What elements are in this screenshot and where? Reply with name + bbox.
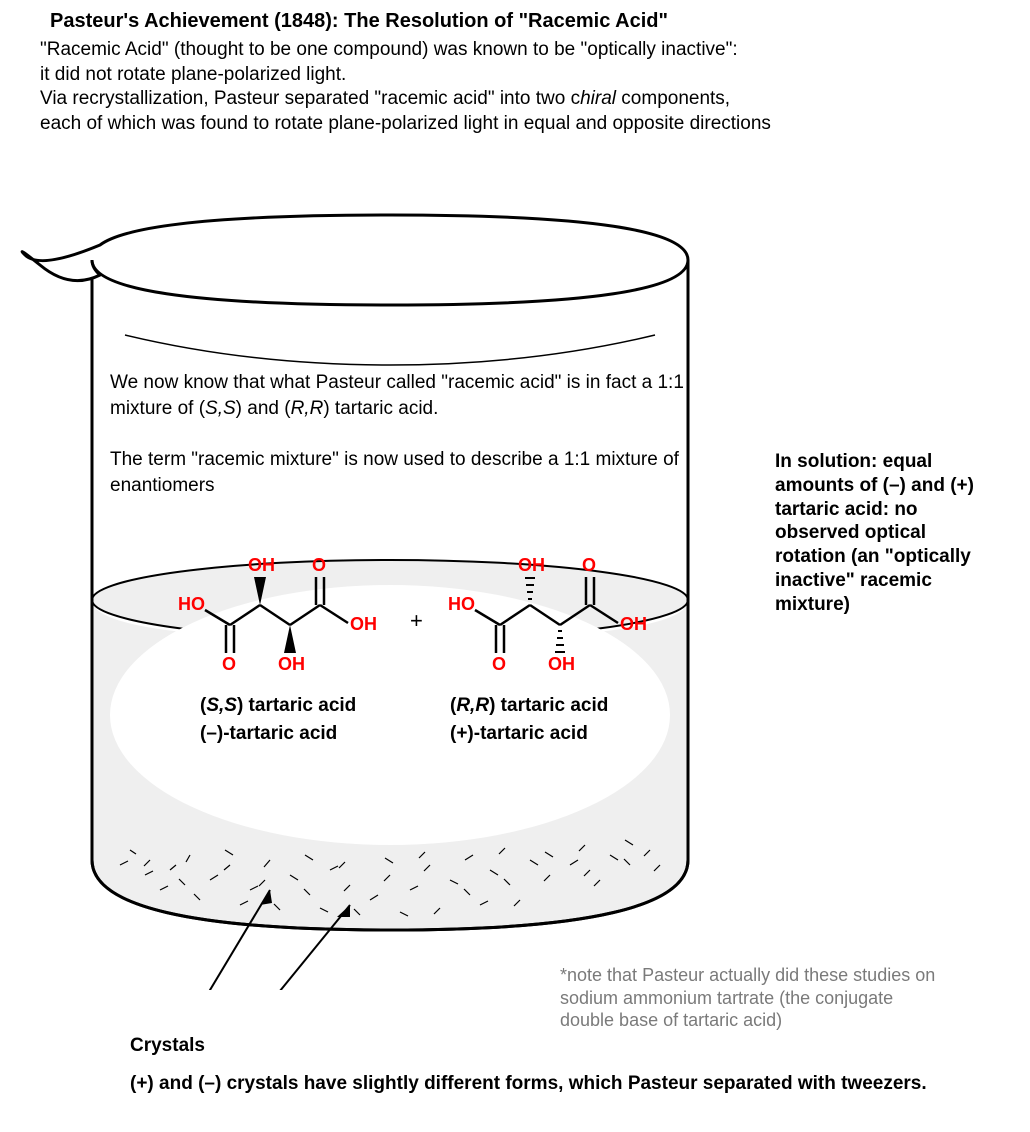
molecule-rr: HO O OH OH O OH [448,555,647,674]
beaker-inner-line [125,335,655,365]
inside-beaker-text: We now know that what Pasteur called "ra… [110,370,710,498]
inside-para2: The term "racemic mixture" is now used t… [110,447,710,498]
beaker-rim-spout [22,215,688,281]
svg-text:OH: OH [248,555,275,575]
svg-text:OH: OH [548,654,575,674]
intro-line1: "Racemic Acid" (thought to be one compou… [40,39,738,60]
molecule-structures: HO O OH OH O OH HO [170,545,690,675]
svg-text:OH: OH [350,614,377,634]
svg-text:HO: HO [448,594,475,614]
page-title: Pasteur's Achievement (1848): The Resolu… [50,10,668,33]
footnote: *note that Pasteur actually did these st… [560,964,940,1032]
svg-text:OH: OH [278,654,305,674]
intro-line4: each of which was found to rotate plane-… [40,113,771,134]
plus-sign: + [410,608,423,634]
intro-line3a: Via recrystallization, Pasteur separated… [40,88,580,109]
svg-text:O: O [222,654,236,674]
svg-text:OH: OH [518,555,545,575]
solution-note: In solution: equal amounts of (–) and (+… [775,450,985,616]
svg-text:O: O [492,654,506,674]
svg-text:OH: OH [620,614,647,634]
mol1-labels: (S,S) tartaric acid (–)-tartaric acid [200,695,356,745]
svg-text:O: O [312,555,326,575]
intro-line3c: components, [616,88,730,109]
molecule-ss: HO O OH OH O OH [178,555,377,674]
crystals-label: Crystals [130,1035,205,1057]
svg-text:HO: HO [178,594,205,614]
intro-chiral: hiral [580,88,616,109]
mol2-labels: (R,R) tartaric acid (+)-tartaric acid [450,695,608,745]
bottom-text: (+) and (–) crystals have slightly diffe… [130,1072,930,1096]
intro-line2: it did not rotate plane-polarized light. [40,64,346,85]
inside-para1: We now know that what Pasteur called "ra… [110,370,710,421]
beaker-rim-front [92,260,688,305]
svg-text:O: O [582,555,596,575]
intro-paragraph: "Racemic Acid" (thought to be one compou… [40,38,940,137]
